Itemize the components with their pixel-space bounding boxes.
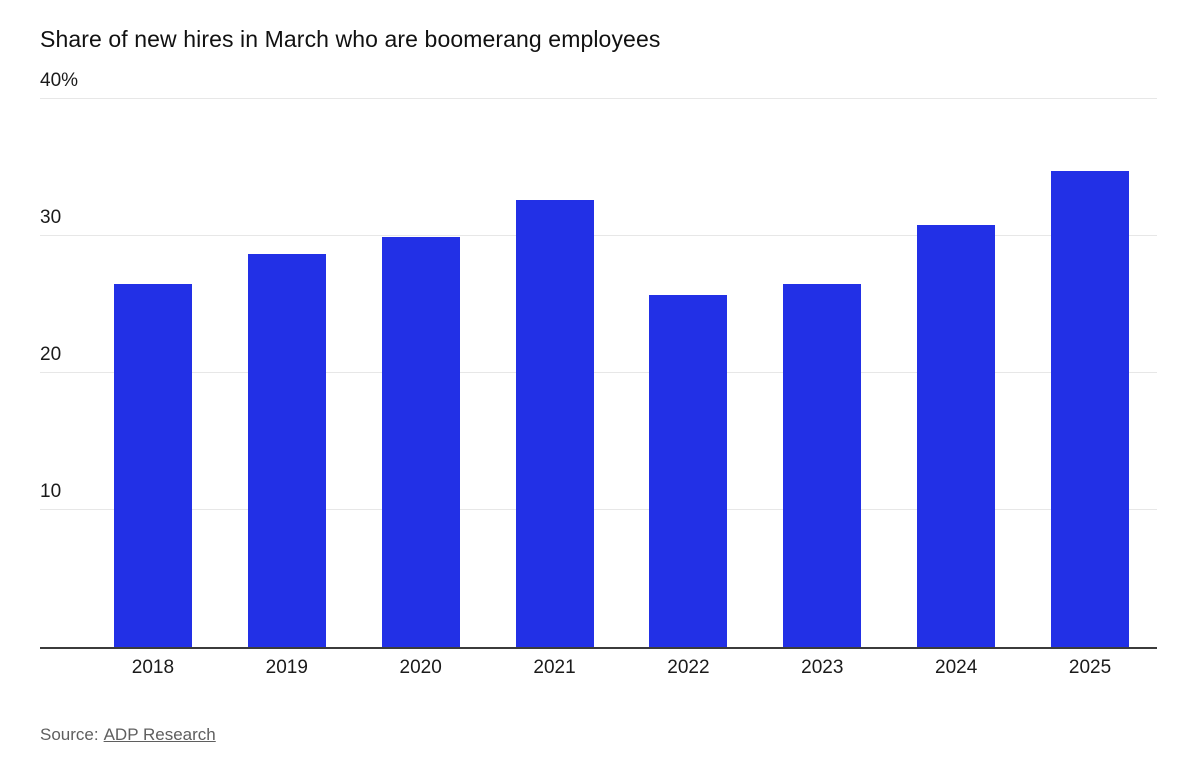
gridline-40 [40, 97, 1157, 99]
x-tick-label-2024: 2024 [935, 656, 978, 678]
bar-2022 [649, 294, 728, 647]
gridline-20 [40, 371, 1157, 373]
bar-column-2019 [220, 99, 354, 647]
bar-column-2023 [755, 99, 889, 647]
x-tick-label-2023: 2023 [801, 656, 844, 678]
source-link[interactable]: ADP Research [103, 724, 216, 744]
y-tick-label-10: 10 [40, 480, 62, 502]
bar-column-2018 [86, 99, 220, 647]
bar-2024 [917, 224, 996, 647]
x-tick-label-2018: 2018 [131, 656, 175, 678]
bar-column-2020 [354, 99, 488, 647]
bar-2025 [1051, 171, 1130, 647]
bar-column-2021 [488, 99, 622, 647]
bar-column-2025 [1023, 99, 1157, 647]
gridline-10 [40, 508, 1157, 510]
y-tick-label-40: 40% [40, 69, 79, 91]
x-tick-label-2020: 2020 [399, 656, 442, 678]
bar-2023 [783, 283, 862, 647]
plot-area: 10 20 30 40% [40, 71, 1157, 649]
bar-2021 [515, 200, 594, 647]
bar-series [86, 99, 1157, 647]
x-tick-label-2021: 2021 [533, 656, 576, 678]
bar-2018 [113, 283, 192, 647]
x-tick-label-2025: 2025 [1068, 656, 1112, 678]
chart-title: Share of new hires in March who are boom… [40, 26, 661, 52]
x-tick-label-2019: 2019 [265, 656, 308, 678]
bar-column-2024 [889, 99, 1023, 647]
gridline-30 [40, 234, 1157, 236]
source-prefix: Source: [40, 724, 99, 744]
bar-2020 [381, 237, 460, 647]
bar-column-2022 [622, 99, 756, 647]
bar-2019 [247, 253, 326, 647]
x-axis-line [40, 646, 1157, 649]
y-tick-label-20: 20 [40, 343, 62, 365]
y-tick-label-30: 30 [40, 206, 62, 228]
source-note: Source: ADP Research [40, 725, 1157, 745]
x-tick-label-2022: 2022 [667, 656, 710, 678]
x-axis-labels: 2018 2019 2020 2021 2022 2023 2024 2025 [86, 657, 1157, 679]
